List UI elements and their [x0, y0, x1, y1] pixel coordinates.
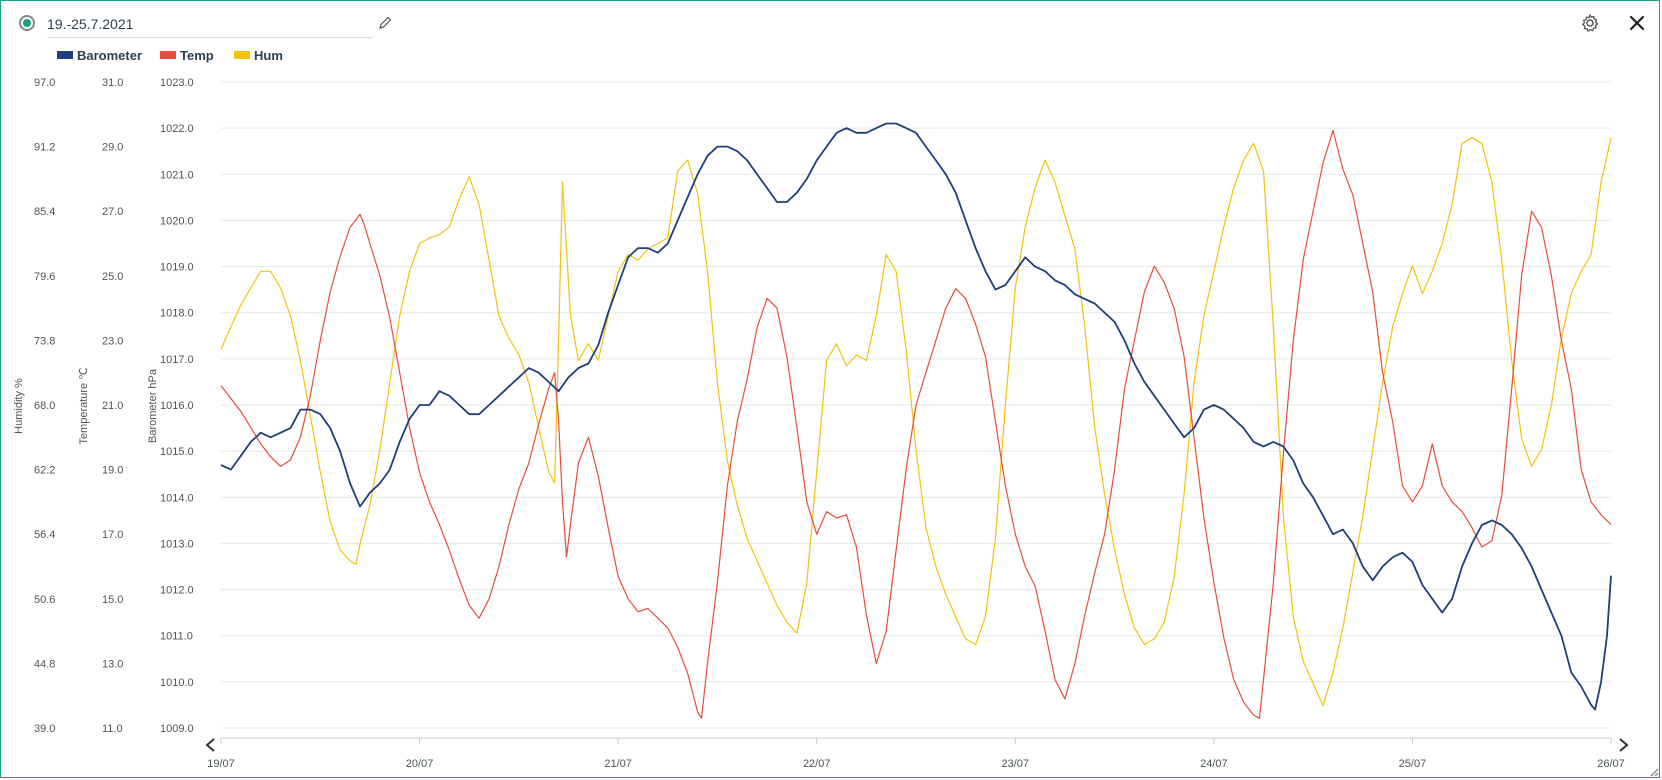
barometer-tick-label: 1014.0 — [160, 492, 194, 504]
legend-label-hum: Hum — [254, 48, 283, 63]
chevron-right-icon[interactable] — [1619, 738, 1629, 752]
temperature-tick-label: 15.0 — [102, 594, 123, 606]
barometer-tick-label: 1017.0 — [160, 354, 194, 366]
x-tick-label: 20/07 — [406, 758, 434, 770]
x-tick-label: 21/07 — [604, 758, 632, 770]
resize-handle-icon[interactable] — [1650, 768, 1659, 777]
legend: Barometer Temp Hum — [57, 48, 283, 63]
x-tick-label: 25/07 — [1399, 758, 1427, 770]
barometer-tick-label: 1018.0 — [160, 308, 194, 320]
temperature-tick-label: 11.0 — [102, 723, 123, 735]
temperature-tick-label: 21.0 — [102, 400, 123, 412]
barometer-tick-label: 1020.0 — [160, 215, 194, 227]
legend-swatch-temp — [160, 51, 176, 59]
radio-selected-icon[interactable] — [19, 15, 35, 31]
temperature-axis-ticks: 31.0 29.0 27.0 25.0 23.0 21.0 19.0 17.0 15.0 13.0… — [102, 77, 123, 735]
barometer-tick-label: 1012.0 — [160, 585, 194, 597]
barometer-tick-label: 1009.0 — [160, 723, 194, 735]
x-tick-label: 26/07 — [1597, 758, 1625, 770]
legend-item-temp[interactable]: Temp — [160, 48, 214, 63]
legend-label-temp: Temp — [180, 48, 214, 63]
x-tick-label: 19/07 — [207, 758, 235, 770]
humidity-tick-label: 97.0 — [34, 77, 55, 89]
series-line-hum[interactable] — [220, 137, 1612, 707]
temperature-tick-label: 17.0 — [102, 529, 123, 541]
legend-swatch-barometer — [57, 51, 73, 59]
humidity-tick-label: 79.6 — [34, 271, 55, 283]
temperature-tick-label: 25.0 — [102, 271, 123, 283]
humidity-axis-ticks: 97.0 91.2 85.4 79.6 73.8 68.0 62.2 56.4 50.6 44.8… — [34, 77, 55, 735]
x-tick-label: 24/07 — [1200, 758, 1228, 770]
close-icon[interactable] — [1627, 13, 1647, 33]
humidity-tick-label: 39.0 — [34, 723, 55, 735]
temperature-tick-label: 31.0 — [102, 77, 123, 89]
barometer-axis-title: Barometer hPa — [147, 368, 159, 443]
legend-label-barometer: Barometer — [77, 48, 142, 63]
barometer-tick-label: 1022.0 — [160, 123, 194, 135]
legend-item-hum[interactable]: Hum — [234, 48, 283, 63]
barometer-tick-label: 1010.0 — [160, 677, 194, 689]
barometer-tick-label: 1015.0 — [160, 446, 194, 458]
barometer-tick-label: 1011.0 — [160, 631, 193, 643]
legend-swatch-hum — [234, 51, 250, 59]
temperature-tick-label: 27.0 — [102, 206, 123, 218]
barometer-tick-label: 1016.0 — [160, 400, 194, 412]
temperature-tick-label: 23.0 — [102, 335, 123, 347]
humidity-tick-label: 68.0 — [34, 400, 55, 412]
barometer-tick-label: 1023.0 — [160, 77, 194, 89]
humidity-tick-label: 62.2 — [34, 465, 55, 477]
temperature-axis-title: Temperature ℃ — [78, 367, 90, 444]
barometer-tick-label: 1019.0 — [160, 262, 194, 274]
barometer-tick-label: 1013.0 — [160, 538, 194, 550]
temperature-tick-label: 19.0 — [102, 465, 123, 477]
series-line-barometer[interactable] — [220, 122, 1612, 711]
barometer-axis-ticks: 1023.0 1022.0 1021.0 1020.0 1019.0 1018.0 1017… — [160, 77, 194, 735]
humidity-tick-label: 44.8 — [34, 658, 55, 670]
gear-icon[interactable] — [1580, 13, 1600, 33]
barometer-tick-label: 1021.0 — [160, 169, 194, 181]
temperature-tick-label: 29.0 — [102, 142, 123, 154]
humidity-tick-label: 73.8 — [34, 335, 55, 347]
humidity-tick-label: 85.4 — [34, 206, 55, 218]
temperature-tick-label: 13.0 — [102, 658, 123, 670]
chevron-left-icon[interactable] — [205, 738, 215, 752]
x-tick-label: 22/07 — [803, 758, 831, 770]
series — [220, 122, 1612, 719]
humidity-tick-label: 91.2 — [34, 142, 55, 154]
humidity-tick-label: 50.6 — [34, 594, 55, 606]
pencil-icon[interactable] — [377, 15, 393, 31]
x-axis-ticks: 19/07 20/07 21/07 22/07 23/07 24/07 25/07 26/07 — [207, 738, 1625, 770]
date-range-field[interactable]: 19.-25.7.2021 — [47, 11, 373, 38]
humidity-axis-title: Humidity % — [13, 378, 25, 434]
x-tick-label: 23/07 — [1002, 758, 1030, 770]
legend-item-barometer[interactable]: Barometer — [57, 48, 142, 63]
toolbar: 19.-25.7.2021 — [1, 1, 1661, 45]
humidity-tick-label: 56.4 — [34, 529, 55, 541]
series-line-temp[interactable] — [220, 129, 1612, 719]
